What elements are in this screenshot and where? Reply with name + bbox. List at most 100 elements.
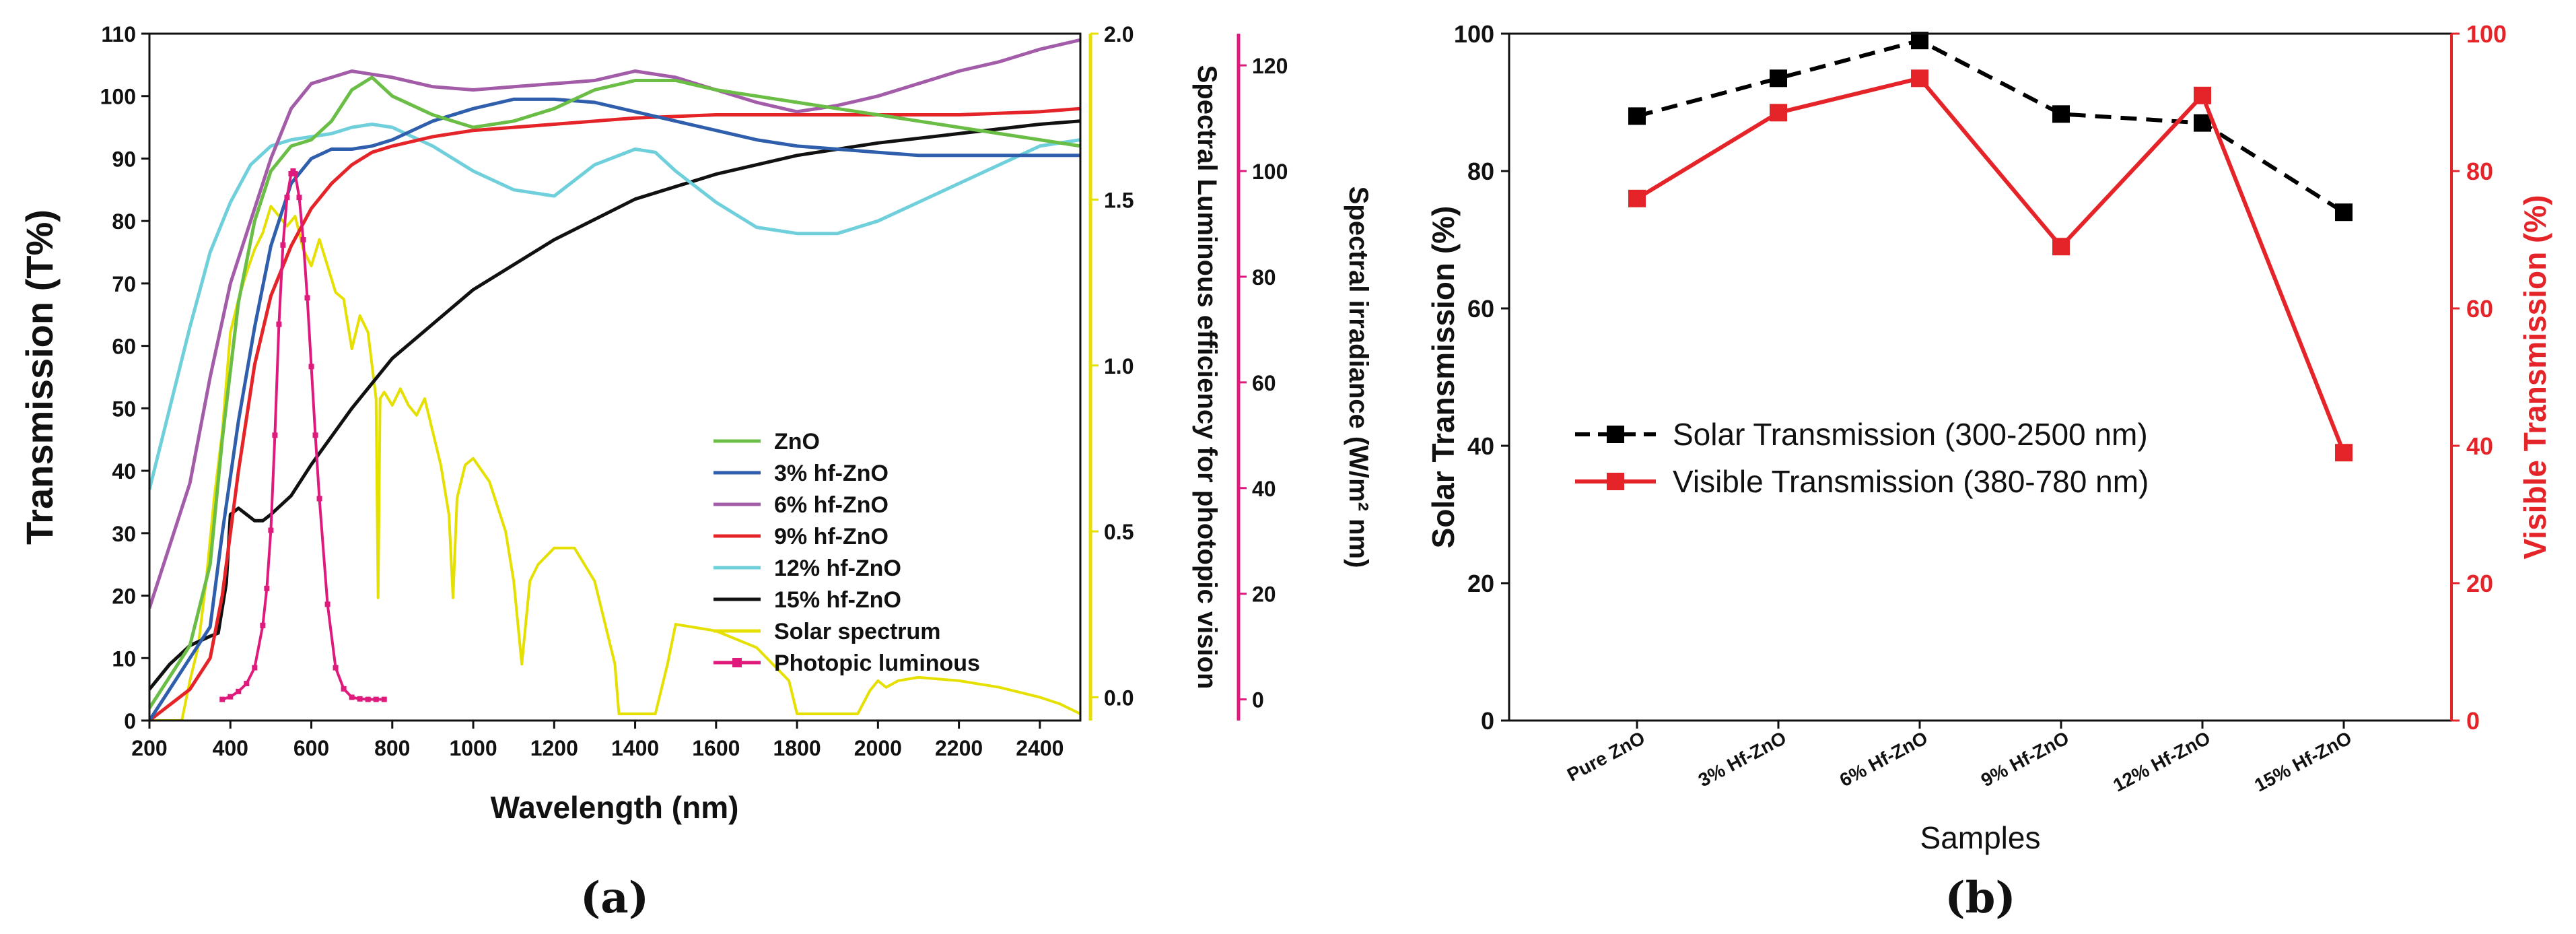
y-axis-label-a: Transmission (T%) <box>18 209 61 545</box>
solar-point <box>2335 203 2353 222</box>
x-tick-label-b: 3% Hf-ZnO <box>1695 727 1790 791</box>
y2-tick-label-b: 60 <box>2466 295 2493 323</box>
photopic-point <box>284 195 290 201</box>
y-tick-label-a: 60 <box>112 335 136 359</box>
y2-tick-label-a: 2.0 <box>1104 22 1134 46</box>
y-tick-label-a: 0 <box>124 709 136 733</box>
y2-axis-label-b: Visible Transmission (%) <box>2517 195 2552 559</box>
y-tick-label-a: 70 <box>112 272 136 296</box>
photopic-point <box>324 601 330 607</box>
visible-transmission-line <box>1636 76 2346 454</box>
photopic-point <box>292 170 298 176</box>
y-tick-label-a: 80 <box>112 209 136 234</box>
x-axis-label-b: Samples <box>1920 820 2041 855</box>
y2-tick-label-b: 20 <box>2466 570 2493 597</box>
series-line-photopic-luminous <box>221 170 384 701</box>
x-tick-label-b: 12% Hf-ZnO <box>2110 727 2214 796</box>
legend-marker-b <box>1607 426 1624 443</box>
y-tick-label-b: 40 <box>1467 432 1494 460</box>
photopic-point <box>272 432 278 438</box>
y-tick-label-b: 20 <box>1467 570 1494 597</box>
y3-tick-label-a: 60 <box>1252 371 1276 395</box>
y2-tick-label-b: 100 <box>2466 20 2507 48</box>
x-tick-label-a: 1000 <box>449 736 497 760</box>
y2-tick-label-a: 0.0 <box>1104 686 1134 710</box>
y3-tick-label-a: 20 <box>1252 582 1276 607</box>
photopic-point <box>333 665 339 671</box>
legend-label-a: 9% hf-ZnO <box>774 524 889 549</box>
y3-tick-label-a: 80 <box>1252 265 1276 290</box>
photopic-point <box>228 694 234 700</box>
legend-a: ZnO 3% hf-ZnO 6% hf-ZnO 9% hf-ZnO 12% hf-ZnO… <box>713 429 980 676</box>
visible-point <box>2052 238 2070 256</box>
legend-marker-b <box>1607 473 1624 490</box>
series-line-9-hf-zno <box>149 106 1080 721</box>
photopic-point <box>260 622 266 628</box>
legend-label-a: 3% hf-ZnO <box>774 461 889 486</box>
visible-point <box>1628 189 1646 207</box>
photopic-point <box>268 527 274 533</box>
legend-label-a: 6% hf-ZnO <box>774 492 889 518</box>
legend-marker-a <box>732 658 742 667</box>
y2-axis-label-a: Spectral Luminous efficiency for photopi… <box>1192 65 1222 690</box>
legend-label-b: Visible Transmission (380-780 nm) <box>1673 464 2149 499</box>
y-tick-label-b: 100 <box>1454 20 1494 48</box>
y-tick-label-a: 10 <box>112 646 136 671</box>
x-tick-label-a: 1400 <box>611 736 659 760</box>
legend-label-a: 12% hf-ZnO <box>774 556 901 581</box>
y-tick-label-b: 80 <box>1467 158 1494 185</box>
x-axis-label-a: Wavelength (nm) <box>491 790 739 825</box>
solar-point <box>1911 32 1928 50</box>
series-line-zno <box>149 75 1080 709</box>
photopic-point <box>381 696 387 702</box>
y-tick-label-b: 60 <box>1467 295 1494 323</box>
photopic-point <box>264 585 270 591</box>
solar-transmission-line <box>1636 38 2345 214</box>
photopic-point <box>308 364 314 370</box>
y2-tick-label-a: 1.5 <box>1104 188 1134 212</box>
series-line-12-hf-zno <box>149 123 1080 490</box>
y2-tick-label-b: 40 <box>2466 432 2493 460</box>
y3-axis-label-a: Spectral irradiance (W/m² nm) <box>1344 187 1373 568</box>
photopic-point <box>349 694 355 700</box>
photopic-point <box>365 696 371 702</box>
x-tick-label-a: 800 <box>374 736 410 760</box>
x-tick-label-a: 2200 <box>935 736 983 760</box>
legend-b: Solar Transmission (300-2500 nm) Visible … <box>1575 417 2149 499</box>
y3-tick-label-a: 40 <box>1252 477 1276 501</box>
chart-a-frame <box>148 32 1082 722</box>
visible-point <box>1770 104 1787 122</box>
y3-tick-label-a: 100 <box>1252 160 1288 184</box>
legend-label-a: Solar spectrum <box>774 619 941 644</box>
x-tick-label-a: 600 <box>293 736 329 760</box>
photopic-point <box>252 665 258 671</box>
solar-point <box>1628 107 1646 125</box>
y-tick-label-a: 50 <box>112 397 136 421</box>
photopic-point <box>244 681 250 687</box>
photopic-point <box>296 195 302 201</box>
y2-tick-label-a: 1.0 <box>1104 354 1134 378</box>
y-tick-label-a: 90 <box>112 147 136 171</box>
photopic-point <box>300 237 306 242</box>
y-tick-label-a: 30 <box>112 522 136 546</box>
x-tick-label-b: Pure ZnO <box>1564 727 1648 786</box>
series-line-3-hf-zno <box>149 97 1080 721</box>
photopic-point <box>316 496 322 502</box>
x-tick-label-b: 15% Hf-ZnO <box>2251 727 2355 796</box>
y2-tick-label-b: 80 <box>2466 158 2493 185</box>
x-tick-label-a: 200 <box>131 736 167 760</box>
photopic-point <box>276 321 282 327</box>
x-tick-label-a: 2000 <box>854 736 902 760</box>
photopic-point <box>280 242 286 248</box>
solar-point <box>2194 114 2211 132</box>
legend-label-a: 15% hf-ZnO <box>774 587 901 613</box>
y3-tick-label-a: 120 <box>1252 54 1288 78</box>
legend-label-a: ZnO <box>774 429 820 455</box>
photopic-point <box>312 432 318 438</box>
x-tick-label-a: 1800 <box>773 736 821 760</box>
series-line-solar-spectrum <box>149 205 1080 721</box>
chart-b-frame <box>1508 32 2453 722</box>
x-tick-label-a: 2400 <box>1016 736 1064 760</box>
solar-point <box>2052 105 2070 123</box>
